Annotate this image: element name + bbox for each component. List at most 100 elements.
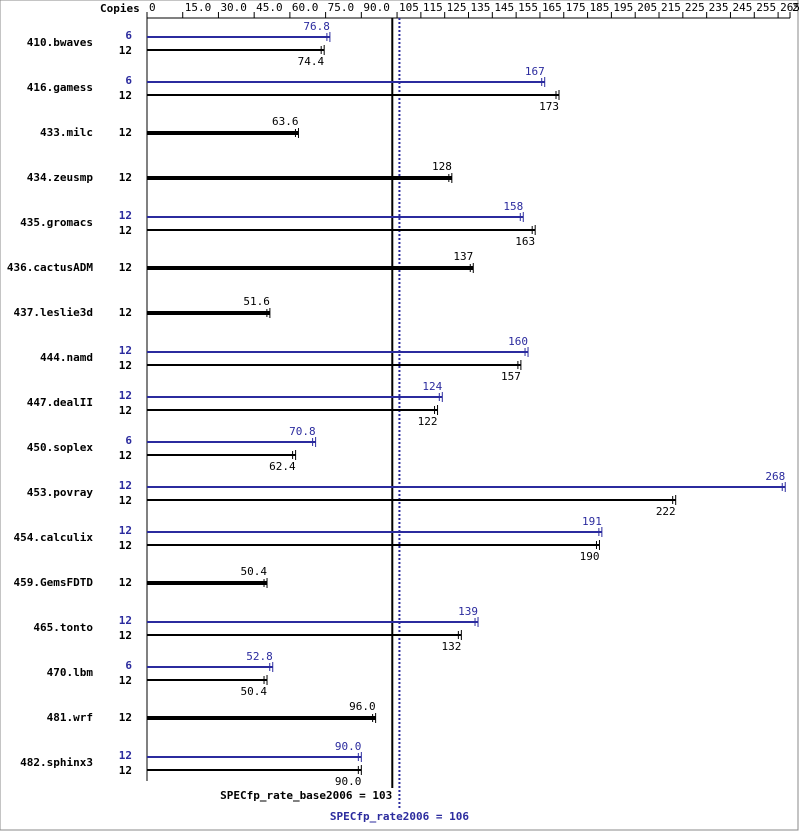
x-tick-label: 45.0 bbox=[256, 1, 283, 14]
copies-label: 12 bbox=[119, 261, 132, 274]
value-label: 51.6 bbox=[243, 295, 270, 308]
x-tick-label: 145 bbox=[494, 1, 514, 14]
copies-label: 12 bbox=[119, 126, 132, 139]
copies-label: 12 bbox=[119, 344, 132, 357]
x-tick-label: 155 bbox=[518, 1, 538, 14]
value-label: 52.8 bbox=[246, 650, 273, 663]
value-label: 160 bbox=[508, 335, 528, 348]
value-label: 76.8 bbox=[303, 20, 330, 33]
bar bbox=[147, 756, 362, 758]
value-label: 62.4 bbox=[269, 460, 296, 473]
bar bbox=[147, 621, 479, 623]
bar bbox=[147, 49, 325, 51]
x-tick-label: 205 bbox=[637, 1, 657, 14]
bar bbox=[147, 409, 438, 411]
bar bbox=[147, 94, 559, 96]
bar bbox=[147, 396, 443, 398]
value-label: 167 bbox=[525, 65, 545, 78]
x-tick-label: 165 bbox=[542, 1, 562, 14]
x-tick-label: 0 bbox=[149, 1, 156, 14]
reference-label: SPECfp_rate_base2006 = 103 bbox=[220, 789, 392, 802]
value-label: 268 bbox=[765, 470, 785, 483]
x-tick-label: 75.0 bbox=[328, 1, 355, 14]
bar bbox=[147, 81, 545, 83]
reference-label: SPECfp_rate2006 = 106 bbox=[330, 810, 469, 823]
benchmark-name: 453.povray bbox=[27, 486, 94, 499]
copies-label: 12 bbox=[119, 224, 132, 237]
value-label: 222 bbox=[656, 505, 676, 518]
value-label: 96.0 bbox=[349, 700, 376, 713]
bar bbox=[147, 364, 521, 366]
copies-label: 12 bbox=[119, 711, 132, 724]
value-label: 173 bbox=[539, 100, 559, 113]
copies-label: 12 bbox=[119, 209, 132, 222]
value-label: 190 bbox=[580, 550, 600, 563]
bar bbox=[147, 531, 602, 533]
benchmark-name: 447.dealII bbox=[27, 396, 93, 409]
x-tick-label: 270 bbox=[792, 1, 799, 14]
value-label: 128 bbox=[432, 160, 452, 173]
value-label: 137 bbox=[453, 250, 473, 263]
benchmark-name: 434.zeusmp bbox=[27, 171, 94, 184]
bar bbox=[147, 769, 362, 771]
benchmark-name: 436.cactusADM bbox=[7, 261, 93, 274]
x-tick-label: 60.0 bbox=[292, 1, 319, 14]
bar bbox=[147, 581, 268, 585]
x-tick-label: 235 bbox=[709, 1, 729, 14]
x-tick-label: 245 bbox=[732, 1, 752, 14]
copies-label: 12 bbox=[119, 629, 132, 642]
benchmark-name: 437.leslie3d bbox=[14, 306, 93, 319]
bar bbox=[147, 679, 268, 681]
x-tick-label: 265 bbox=[780, 1, 799, 14]
copies-label: 12 bbox=[119, 404, 132, 417]
value-label: 63.6 bbox=[272, 115, 299, 128]
copies-label: 12 bbox=[119, 614, 132, 627]
x-tick-label: 90.0 bbox=[363, 1, 390, 14]
x-tick-label: 195 bbox=[613, 1, 633, 14]
copies-label: 12 bbox=[119, 389, 132, 402]
value-label: 50.4 bbox=[241, 685, 268, 698]
copies-label: 12 bbox=[119, 539, 132, 552]
axis-label: Copies bbox=[100, 2, 140, 15]
copies-label: 6 bbox=[125, 74, 132, 87]
x-tick-label: 15.0 bbox=[185, 1, 212, 14]
bar bbox=[147, 36, 330, 38]
copies-label: 12 bbox=[119, 749, 132, 762]
x-tick-label: 105 bbox=[399, 1, 419, 14]
bar bbox=[147, 131, 299, 135]
copies-label: 12 bbox=[119, 576, 132, 589]
copies-label: 12 bbox=[119, 494, 132, 507]
value-label: 124 bbox=[422, 380, 442, 393]
benchmark-name: 482.sphinx3 bbox=[20, 756, 93, 769]
value-label: 70.8 bbox=[289, 425, 316, 438]
copies-label: 12 bbox=[119, 306, 132, 319]
bar bbox=[147, 499, 676, 501]
bar bbox=[147, 216, 524, 218]
x-tick-label: 135 bbox=[471, 1, 491, 14]
bar bbox=[147, 176, 452, 180]
copies-label: 6 bbox=[125, 29, 132, 42]
copies-label: 12 bbox=[119, 524, 132, 537]
bar bbox=[147, 486, 786, 488]
bar bbox=[147, 666, 273, 668]
value-label: 90.0 bbox=[335, 740, 362, 753]
copies-label: 12 bbox=[119, 674, 132, 687]
x-tick-label: 115 bbox=[423, 1, 443, 14]
bar bbox=[147, 634, 462, 636]
benchmark-name: 454.calculix bbox=[14, 531, 94, 544]
bar bbox=[147, 544, 600, 546]
benchmark-name: 433.milc bbox=[40, 126, 93, 139]
benchmark-name: 470.lbm bbox=[47, 666, 94, 679]
benchmark-name: 450.soplex bbox=[27, 441, 94, 454]
value-label: 158 bbox=[503, 200, 523, 213]
copies-label: 12 bbox=[119, 359, 132, 372]
x-tick-label: 175 bbox=[566, 1, 586, 14]
copies-label: 12 bbox=[119, 89, 132, 102]
benchmark-name: 410.bwaves bbox=[27, 36, 93, 49]
bar bbox=[147, 441, 316, 443]
x-tick-label: 185 bbox=[590, 1, 610, 14]
x-tick-label: 215 bbox=[661, 1, 681, 14]
x-tick-label: 30.0 bbox=[220, 1, 247, 14]
copies-label: 12 bbox=[119, 764, 132, 777]
